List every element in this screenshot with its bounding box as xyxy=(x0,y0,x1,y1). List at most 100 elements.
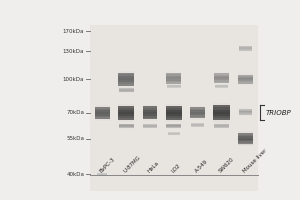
Text: 170kDa: 170kDa xyxy=(63,29,84,34)
Bar xyxy=(97,172,107,173)
Bar xyxy=(238,75,253,84)
Bar xyxy=(97,173,107,174)
Bar xyxy=(238,136,253,140)
Bar xyxy=(190,107,205,111)
Text: LO2: LO2 xyxy=(170,163,181,173)
Bar xyxy=(118,78,134,82)
Bar xyxy=(239,114,252,116)
Bar xyxy=(143,124,157,125)
Bar xyxy=(166,106,182,120)
Bar xyxy=(214,124,229,126)
Bar xyxy=(215,84,228,85)
Bar xyxy=(118,124,134,126)
Bar xyxy=(97,175,107,176)
Bar xyxy=(215,86,228,87)
Bar xyxy=(118,125,134,126)
Bar xyxy=(97,174,107,175)
Bar xyxy=(238,80,253,82)
Bar xyxy=(191,125,205,126)
Bar xyxy=(118,88,134,92)
Bar xyxy=(214,127,229,128)
Bar xyxy=(191,124,205,125)
Bar xyxy=(168,132,180,133)
Text: TRIOBP: TRIOBP xyxy=(266,110,292,116)
Bar xyxy=(118,80,134,84)
Bar xyxy=(166,106,182,110)
Bar xyxy=(97,175,107,176)
Bar xyxy=(191,123,205,124)
Text: 70kDa: 70kDa xyxy=(66,110,84,115)
Bar xyxy=(142,112,158,116)
Bar xyxy=(191,123,205,127)
Bar xyxy=(191,123,205,124)
Bar xyxy=(167,127,182,128)
Bar xyxy=(118,108,134,112)
Bar xyxy=(214,75,229,78)
Bar xyxy=(167,74,182,77)
Bar xyxy=(238,78,253,81)
Bar xyxy=(167,87,181,88)
Bar xyxy=(167,84,181,85)
Bar xyxy=(95,117,110,121)
Bar xyxy=(118,127,134,128)
Bar xyxy=(118,71,134,75)
Bar xyxy=(238,138,253,141)
Bar xyxy=(97,173,107,174)
Bar xyxy=(118,73,134,86)
Bar xyxy=(166,108,182,112)
Bar xyxy=(190,117,205,120)
Bar xyxy=(142,117,158,121)
Bar xyxy=(238,139,253,143)
Bar xyxy=(239,47,252,49)
Bar xyxy=(168,134,180,135)
Bar xyxy=(239,50,252,52)
Bar xyxy=(239,111,252,113)
Bar xyxy=(97,176,107,177)
Bar xyxy=(167,127,182,129)
Bar xyxy=(95,115,110,119)
Bar xyxy=(142,105,158,108)
Bar xyxy=(214,73,229,83)
Bar xyxy=(215,87,228,88)
Bar xyxy=(118,84,134,88)
Bar xyxy=(190,112,205,115)
Bar xyxy=(142,106,158,110)
Bar xyxy=(95,107,110,110)
Bar xyxy=(118,106,134,120)
Bar xyxy=(214,77,229,80)
Text: 55kDa: 55kDa xyxy=(66,136,84,141)
Bar xyxy=(167,124,182,128)
Bar xyxy=(167,86,181,87)
Bar xyxy=(214,107,230,112)
Bar xyxy=(118,90,134,91)
Bar xyxy=(238,76,253,79)
Bar xyxy=(143,126,157,127)
Bar xyxy=(238,77,253,80)
Text: 40kDa: 40kDa xyxy=(66,172,84,177)
Bar xyxy=(118,89,134,90)
Bar xyxy=(118,74,134,78)
Bar xyxy=(166,110,182,114)
Bar xyxy=(214,76,229,79)
Bar xyxy=(167,85,181,86)
Bar xyxy=(214,103,230,108)
Bar xyxy=(191,124,205,125)
Bar xyxy=(90,25,257,191)
Bar xyxy=(190,115,205,118)
Bar xyxy=(214,79,229,82)
Bar xyxy=(167,123,182,124)
Bar xyxy=(239,46,252,47)
Bar xyxy=(214,112,230,116)
Bar xyxy=(118,91,134,93)
Bar xyxy=(214,118,230,123)
Text: 130kDa: 130kDa xyxy=(63,49,84,54)
Bar xyxy=(168,133,180,134)
Bar xyxy=(167,76,182,79)
Bar xyxy=(118,114,134,118)
Bar xyxy=(215,85,228,86)
Bar xyxy=(238,131,253,135)
Bar xyxy=(239,45,252,47)
Bar xyxy=(118,76,134,80)
Bar xyxy=(118,124,134,128)
Bar xyxy=(168,135,180,136)
